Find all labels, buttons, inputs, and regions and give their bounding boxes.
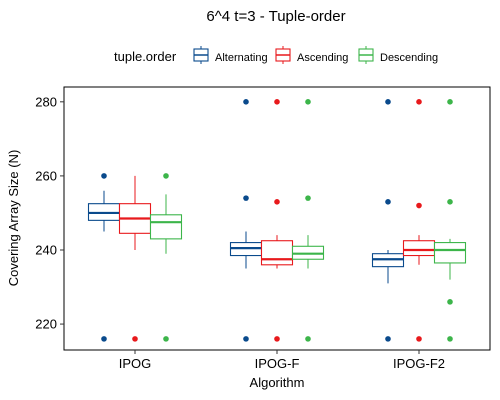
box-ascending-ipog-f (260, 99, 294, 342)
box-body (149, 214, 183, 240)
x-tick-label: IPOG (119, 356, 152, 371)
outlier-point (385, 336, 391, 342)
outlier-point (101, 173, 107, 179)
outlier-point (447, 336, 453, 342)
y-tick-label: 260 (35, 168, 57, 183)
outlier-point (416, 202, 422, 209)
outlier-point (274, 199, 280, 205)
box-descending-ipog-f2 (433, 99, 467, 342)
box-body (433, 242, 467, 264)
box-body (260, 240, 294, 266)
outlier-point (243, 99, 249, 105)
x-axis: IPOG IPOG-F IPOG-F2 (119, 350, 445, 371)
outlier-point (385, 199, 391, 205)
box-ascending-ipog (118, 175, 152, 342)
outlier-point (416, 99, 422, 105)
box-alternating-ipog-f (229, 99, 263, 342)
outlier-point (132, 336, 138, 342)
y-axis-title: Covering Array Size (N) (6, 150, 21, 287)
outlier-point (163, 336, 169, 342)
box-layer (87, 99, 467, 342)
outlier-point (385, 99, 391, 105)
legend-label: Alternating (215, 52, 268, 64)
outlier-point (243, 195, 249, 201)
chart-title: 6^4 t=3 - Tuple-order (206, 8, 345, 25)
y-axis: 220 240 260 280 (35, 94, 64, 332)
legend-item-ascending: Ascending (275, 46, 348, 64)
legend-item-alternating: Alternating (193, 46, 268, 64)
outlier-point (163, 173, 169, 179)
y-tick-label: 240 (35, 242, 57, 257)
outlier-point (274, 336, 280, 342)
box-alternating-ipog-f2 (371, 99, 405, 342)
outlier-point (447, 299, 453, 305)
x-tick-label: IPOG-F2 (393, 356, 445, 371)
legend-item-descending: Descending (358, 46, 438, 64)
x-axis-title: Algorithm (250, 375, 305, 390)
legend-label: Descending (380, 52, 438, 64)
outlier-point (305, 99, 311, 105)
y-tick-label: 220 (35, 317, 57, 332)
x-tick-label: IPOG-F (255, 356, 300, 371)
outlier-point (305, 336, 311, 342)
legend-label: Ascending (297, 52, 348, 64)
box-descending-ipog-f (291, 99, 325, 342)
box-body (402, 240, 436, 257)
outlier-point (416, 336, 422, 342)
y-tick-label: 280 (35, 94, 57, 109)
outlier-point (274, 99, 280, 105)
outlier-point (243, 336, 249, 342)
outlier-point (305, 195, 311, 201)
outlier-point (101, 336, 107, 342)
box-ascending-ipog-f2 (402, 99, 436, 342)
legend: tuple.order Alternating Ascending Descendi… (114, 46, 438, 64)
outlier-point (447, 99, 453, 105)
legend-title: tuple.order (114, 49, 177, 64)
outlier-point (447, 199, 453, 205)
box-descending-ipog (149, 173, 183, 342)
